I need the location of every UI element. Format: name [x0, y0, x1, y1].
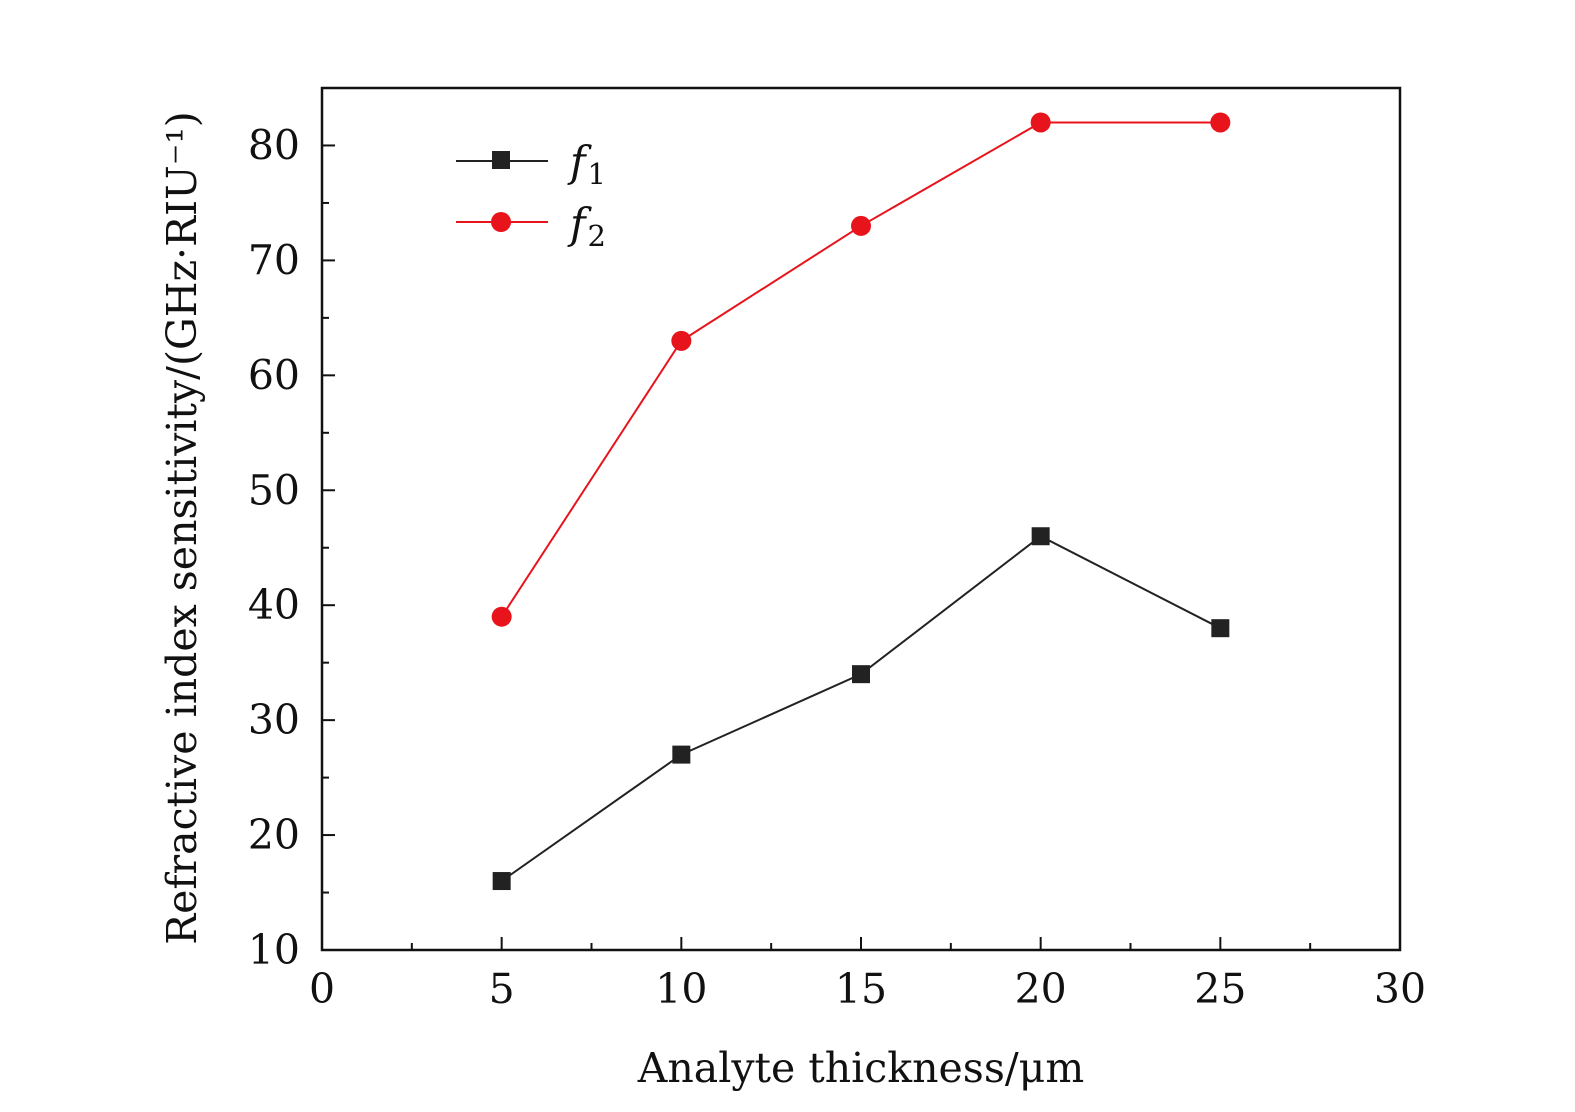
- series-line-f2: [500, 121, 1221, 618]
- data-point-f2: [851, 215, 871, 236]
- y-tick-label: 70: [248, 236, 300, 284]
- data-point-f2: [491, 606, 512, 627]
- data-point-f1: [1031, 527, 1050, 546]
- y-tick-labels: 10 20 30 40 50 60 70 80: [248, 121, 300, 974]
- legend-label-f1: f1: [567, 137, 606, 191]
- legend-item-f1: f1: [456, 137, 606, 191]
- data-point-f1: [492, 872, 511, 891]
- series-layer: [491, 112, 1231, 891]
- data-point-f1: [672, 745, 691, 764]
- x-tick-label: 10: [655, 965, 707, 1013]
- y-tick-label: 30: [248, 696, 300, 744]
- x-tick-label: 25: [1194, 965, 1246, 1013]
- series-line-f1: [501, 535, 1221, 882]
- x-tick-label: 5: [489, 965, 515, 1013]
- legend-marker-f2: [491, 212, 511, 232]
- legend: f1 f2: [456, 137, 606, 253]
- data-point-f2: [671, 330, 692, 351]
- data-point-f2: [1030, 112, 1051, 133]
- x-tick-label: 0: [309, 965, 335, 1013]
- x-tick-label: 15: [835, 965, 887, 1013]
- y-tick-label: 50: [248, 466, 300, 514]
- data-point-f1: [852, 665, 870, 684]
- y-tick-label: 20: [248, 811, 300, 859]
- x-tick-label: 20: [1015, 965, 1067, 1013]
- data-point-f1: [1211, 619, 1230, 638]
- y-tick-label: 10: [248, 926, 300, 974]
- legend-item-f2: f2: [456, 199, 606, 253]
- y-axis-title: Refractive index sensitivity/(GHz·RIU⁻¹): [158, 111, 206, 945]
- y-tick-label: 40: [248, 581, 300, 629]
- x-tick-label: 30: [1374, 965, 1426, 1013]
- y-tick-label: 80: [248, 121, 300, 169]
- series-f1: [492, 527, 1230, 891]
- x-tick-labels: 0 5 10 15 20 25 30: [309, 965, 1426, 1013]
- x-axis-title: Analyte thickness/μm: [637, 1044, 1084, 1092]
- legend-marker-f1: [492, 151, 510, 169]
- series-f2: [491, 112, 1231, 627]
- data-point-f2: [1210, 112, 1231, 133]
- axis-ticks: [322, 87, 1312, 950]
- legend-label-f2: f2: [567, 199, 606, 253]
- y-tick-label: 60: [248, 351, 300, 399]
